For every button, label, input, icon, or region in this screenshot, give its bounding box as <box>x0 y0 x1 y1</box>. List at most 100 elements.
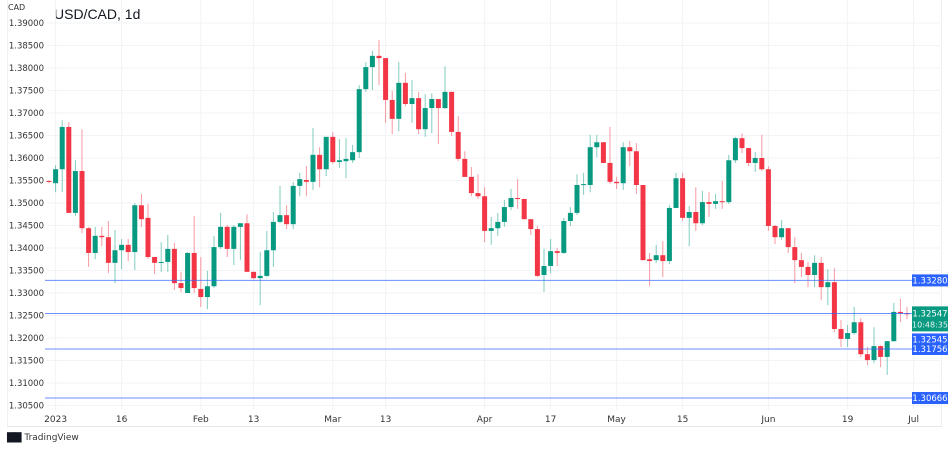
tradingview-branding[interactable]: ▇▇ TradingView <box>7 432 79 443</box>
y-tick-label: 1.39000 <box>9 19 44 29</box>
candle-body <box>323 136 329 170</box>
candle <box>772 225 778 244</box>
candle <box>845 324 851 347</box>
candle-body <box>264 250 270 276</box>
candle-body <box>132 205 138 253</box>
candle <box>574 174 580 216</box>
candle <box>521 198 527 220</box>
candle <box>818 257 824 301</box>
x-tick-label: 16 <box>116 415 128 425</box>
candle <box>825 269 831 306</box>
candle-body <box>686 212 692 218</box>
candle <box>475 174 481 199</box>
candle <box>561 217 567 254</box>
y-tick-label: 1.33500 <box>9 267 44 277</box>
candle-body <box>468 176 474 194</box>
candle-body <box>204 286 210 298</box>
candle <box>746 148 752 167</box>
candle-body <box>482 196 488 231</box>
candle <box>587 135 593 193</box>
candle-body <box>878 346 884 357</box>
candle-body <box>812 262 818 275</box>
candle-body <box>864 354 870 361</box>
candle-body <box>772 225 778 238</box>
x-tick-label: Jun <box>760 415 775 425</box>
candle <box>693 187 699 231</box>
candle-body <box>779 228 785 238</box>
candle-body <box>376 55 382 59</box>
candle-body <box>257 275 263 279</box>
candle <box>237 223 243 261</box>
candle-body <box>191 252 197 289</box>
candle-body <box>574 185 580 213</box>
candle <box>449 91 455 136</box>
candle-body <box>290 185 296 225</box>
y-tick-label: 1.35500 <box>9 177 44 187</box>
candle-body <box>244 223 250 272</box>
candle <box>99 226 105 247</box>
y-tick-label: 1.30500 <box>9 402 44 412</box>
horizontal-line-label: 1.33280 <box>912 276 947 286</box>
candle <box>554 248 560 266</box>
candle-body <box>66 126 72 213</box>
candle <box>607 126 613 185</box>
candle <box>541 248 547 293</box>
y-tick-label: 1.35000 <box>9 199 44 209</box>
candle-body <box>693 212 699 224</box>
candle-body <box>587 147 593 185</box>
x-tick-label: 13 <box>248 415 259 425</box>
candle-body <box>53 169 59 184</box>
currency-label: CAD <box>8 3 26 12</box>
candle <box>383 58 389 123</box>
candle-body <box>515 198 521 200</box>
horizontal-line-label-bg <box>912 274 948 287</box>
candlestick-chart[interactable]: 2023 16 Feb 13 Mar 13 Apr 17 May 15 Jun 19 Jul 1.3900… <box>0 0 950 430</box>
y-tick-label: 1.38000 <box>9 64 44 74</box>
candle <box>389 90 395 135</box>
candle-body <box>442 91 448 109</box>
candle-body <box>594 142 600 148</box>
candle <box>363 62 369 92</box>
candle-body <box>231 226 237 249</box>
candle <box>614 176 620 190</box>
candle <box>488 216 494 245</box>
candle <box>105 221 111 274</box>
y-tick-label: 1.31500 <box>9 357 44 367</box>
candle <box>356 85 362 158</box>
candle <box>244 214 250 272</box>
candle-body <box>825 282 831 288</box>
candle-body <box>119 244 125 251</box>
candle <box>336 139 342 168</box>
candle <box>633 143 639 194</box>
candle-body <box>343 158 349 162</box>
candle-body <box>785 228 791 248</box>
candle-body <box>653 255 659 261</box>
candle-body <box>86 228 92 253</box>
candle <box>838 320 844 347</box>
x-tick-label: Feb <box>193 415 209 425</box>
candle <box>231 225 237 266</box>
candle <box>640 185 646 261</box>
candle <box>112 230 118 284</box>
candle <box>468 167 474 197</box>
candle-body <box>548 251 554 266</box>
candle-body <box>818 262 824 288</box>
candle <box>660 241 666 278</box>
candle <box>59 120 65 193</box>
horizontal-line-label: 1.30666 <box>912 394 947 404</box>
candle <box>673 172 679 208</box>
candle-body <box>59 126 65 170</box>
chart-title: USD/CAD, 1d <box>54 6 141 22</box>
y-tick-label: 1.32000 <box>9 334 44 344</box>
x-tick-label: Mar <box>324 415 341 425</box>
candle <box>706 192 712 217</box>
y-tick-label: 1.31000 <box>9 379 44 389</box>
candle <box>666 205 672 265</box>
candle-body <box>792 247 798 261</box>
candle-body <box>270 221 276 251</box>
candle <box>864 347 870 365</box>
candle-body <box>336 160 342 163</box>
candle-body <box>449 91 455 132</box>
candle <box>594 135 600 158</box>
candle <box>277 185 283 224</box>
